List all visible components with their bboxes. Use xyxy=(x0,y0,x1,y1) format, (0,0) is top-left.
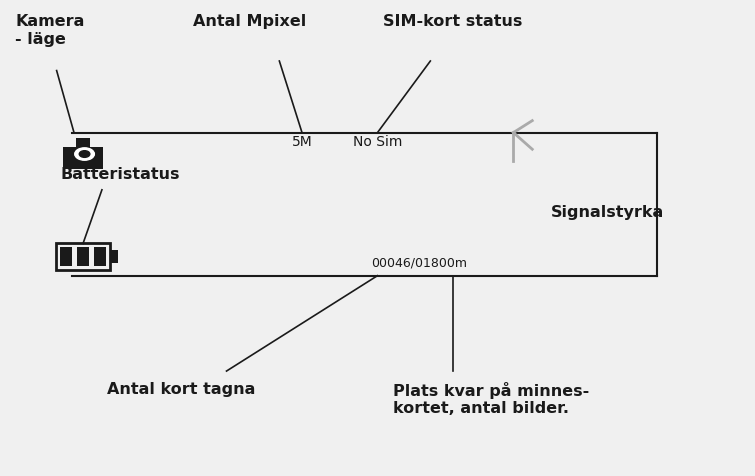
Bar xyxy=(110,250,118,264)
Text: 00046/01800m: 00046/01800m xyxy=(371,256,467,269)
Text: Plats kvar på minnes-
kortet, antal bilder.: Plats kvar på minnes- kortet, antal bild… xyxy=(393,381,589,415)
Text: Antal Mpixel: Antal Mpixel xyxy=(193,14,306,29)
Text: No Sim: No Sim xyxy=(353,134,402,148)
Circle shape xyxy=(79,151,90,158)
Bar xyxy=(56,244,110,270)
Text: Antal kort tagna: Antal kort tagna xyxy=(107,381,255,396)
Text: Signalstyrka: Signalstyrka xyxy=(551,205,664,219)
Bar xyxy=(63,148,103,169)
Text: 5M: 5M xyxy=(291,134,313,148)
Circle shape xyxy=(75,149,94,161)
Text: SIM-kort status: SIM-kort status xyxy=(384,14,522,29)
Text: Batteristatus: Batteristatus xyxy=(60,167,180,181)
Bar xyxy=(77,248,89,267)
Text: Kamera
- läge: Kamera - läge xyxy=(15,14,85,47)
Bar xyxy=(94,248,106,267)
Bar xyxy=(60,248,72,267)
Bar xyxy=(76,139,90,148)
